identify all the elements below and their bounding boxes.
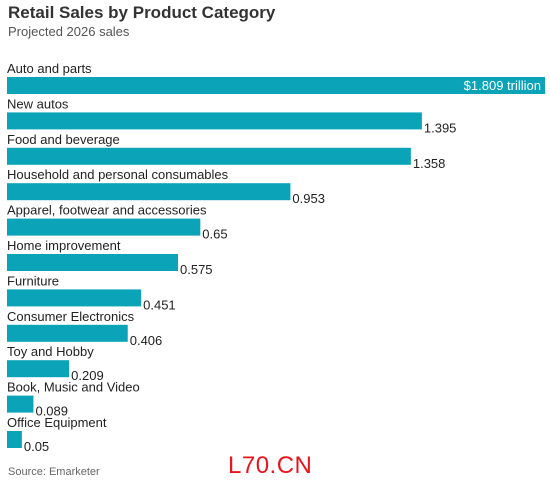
value-label: 0.451: [143, 297, 176, 312]
category-label: Office Equipment: [7, 415, 107, 430]
bar-group: Toy and Hobby 0.209: [7, 344, 104, 383]
bar: [7, 183, 291, 201]
category-label: Household and personal consumables: [7, 167, 229, 182]
value-label: 1.358: [413, 156, 446, 171]
bar-group: New autos 1.395: [7, 96, 456, 135]
value-label: 0.953: [292, 191, 325, 206]
chart-subtitle: Projected 2026 sales: [8, 24, 130, 39]
value-label: 0.406: [130, 333, 163, 348]
category-label: Home improvement: [7, 238, 121, 253]
bar: [7, 395, 34, 413]
bar: [7, 431, 22, 448]
value-label: 0.65: [202, 227, 227, 242]
bar-group: Book, Music and Video 0.089: [7, 380, 140, 419]
category-label: Apparel, footwear and accessories: [7, 203, 207, 218]
bar: [7, 289, 142, 307]
category-label: Toy and Hobby: [7, 344, 94, 359]
category-label: Food and beverage: [7, 132, 120, 147]
bar-group: Apparel, footwear and accessories 0.65: [7, 203, 228, 242]
chart-title: Retail Sales by Product Category: [8, 3, 276, 22]
bar-group: Food and beverage 1.358: [7, 132, 445, 171]
category-label: Auto and parts: [7, 61, 92, 76]
bar: [7, 360, 70, 378]
source-note: Source: Emarketer: [8, 466, 100, 478]
category-label: Furniture: [7, 273, 59, 288]
bar-group: Office Equipment 0.05: [7, 415, 107, 454]
value-label: 1.395: [424, 120, 457, 135]
watermark-text: L70.CN: [228, 452, 313, 479]
value-label: $1.809 trillion: [464, 78, 541, 93]
value-label: 0.209: [71, 368, 104, 383]
bar-group: Household and personal consumables 0.953: [7, 167, 325, 206]
bar: [7, 77, 545, 94]
category-label: New autos: [7, 96, 69, 111]
bar: [7, 112, 422, 130]
bar: [7, 254, 179, 271]
value-label: 0.089: [35, 404, 68, 419]
bar-group: Furniture 0.451: [7, 273, 176, 312]
bar-group: Consumer Electronics 0.406: [7, 309, 162, 348]
bar: [7, 147, 411, 165]
value-label: 0.575: [180, 262, 213, 277]
value-label: 0.05: [24, 439, 49, 454]
bar-group: Auto and parts $1.809 trillion: [7, 61, 545, 94]
bar: [7, 324, 128, 342]
category-label: Consumer Electronics: [7, 309, 135, 324]
bar-group: Home improvement 0.575: [7, 238, 213, 277]
bar: [7, 218, 201, 236]
category-label: Book, Music and Video: [7, 380, 140, 395]
